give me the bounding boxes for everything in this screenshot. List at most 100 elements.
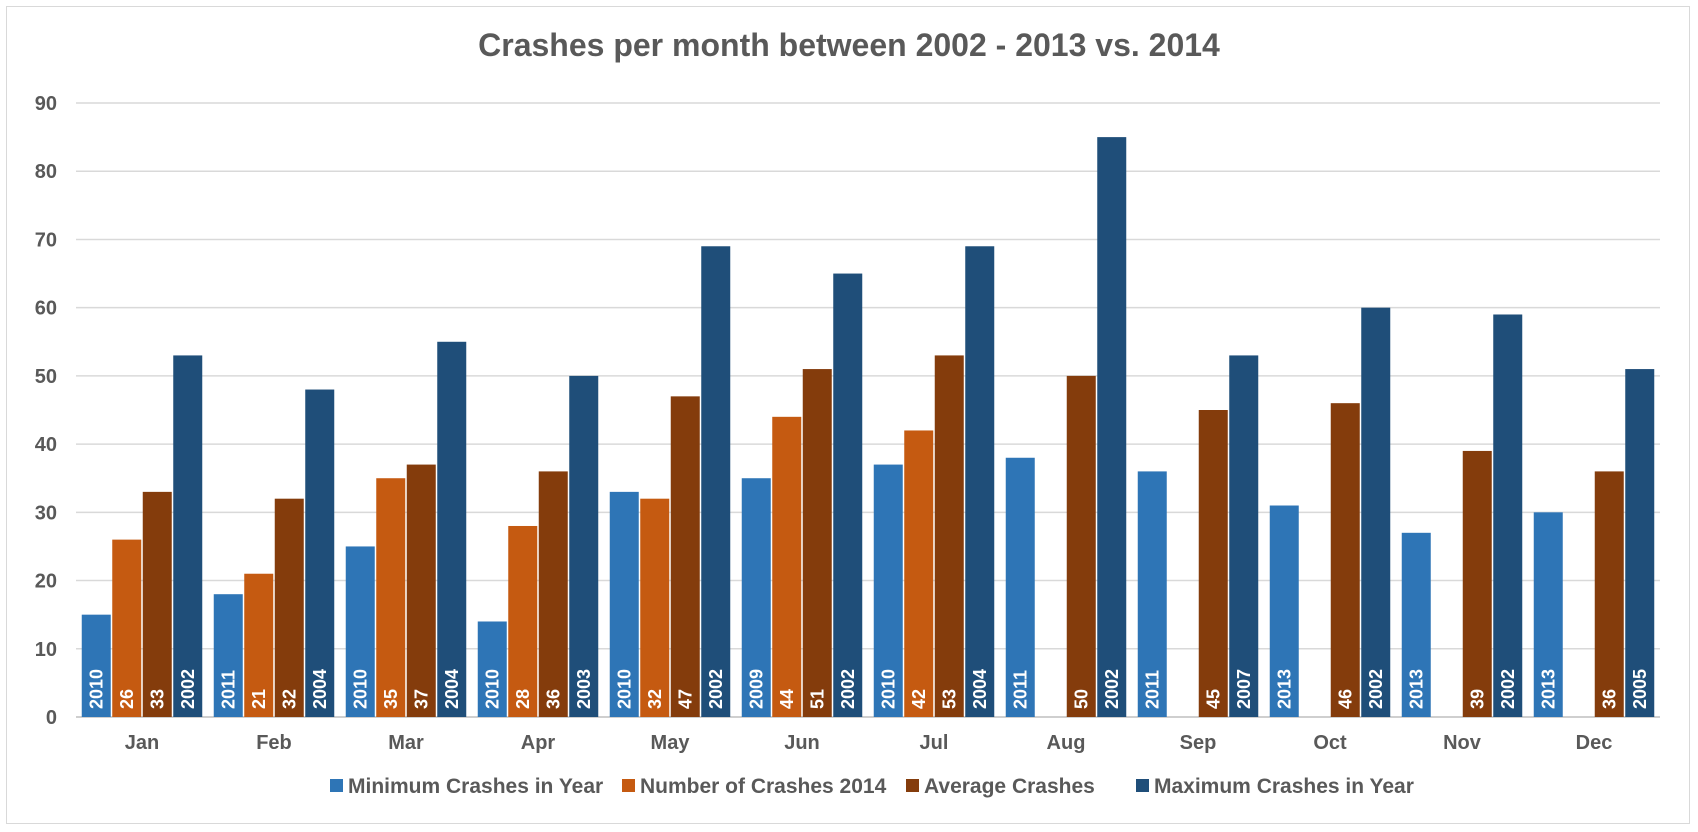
data-label: 33 bbox=[147, 689, 167, 709]
bar bbox=[772, 416, 802, 717]
y-tick-label: 30 bbox=[35, 502, 57, 524]
data-label: 2010 bbox=[878, 669, 898, 709]
data-label: 2004 bbox=[442, 669, 462, 709]
data-label: 46 bbox=[1335, 689, 1355, 709]
bar bbox=[640, 498, 670, 717]
x-tick-label: May bbox=[651, 732, 691, 754]
legend-swatch bbox=[1136, 779, 1149, 792]
bar bbox=[112, 539, 142, 717]
legend-swatch bbox=[330, 779, 343, 792]
legend-label: Maximum Crashes in Year bbox=[1154, 775, 1414, 798]
bar bbox=[1594, 471, 1624, 717]
x-tick-label: Nov bbox=[1443, 732, 1482, 754]
bar bbox=[274, 498, 304, 717]
data-label: 2002 bbox=[178, 669, 198, 709]
data-label: 2004 bbox=[970, 669, 990, 709]
bar bbox=[305, 389, 335, 717]
y-tick-label: 70 bbox=[35, 229, 57, 251]
legend: Minimum Crashes in Year Number of Crashes… bbox=[330, 775, 1414, 798]
bar bbox=[833, 273, 863, 717]
data-label: 51 bbox=[807, 689, 827, 709]
data-label: 2010 bbox=[482, 669, 502, 709]
y-tick-label: 60 bbox=[35, 298, 57, 320]
data-label: 2011 bbox=[1010, 670, 1030, 709]
data-label: 2004 bbox=[310, 669, 330, 709]
bar bbox=[1005, 457, 1035, 717]
y-tick-label: 40 bbox=[35, 434, 57, 456]
data-label: 32 bbox=[645, 689, 665, 709]
data-label: 2003 bbox=[574, 669, 594, 709]
data-label: 2002 bbox=[1498, 669, 1518, 709]
data-label: 2013 bbox=[1274, 669, 1294, 709]
bar bbox=[345, 546, 375, 717]
data-label: 32 bbox=[279, 689, 299, 709]
x-tick-label: Feb bbox=[256, 732, 292, 754]
y-tick-label: 20 bbox=[35, 571, 57, 593]
legend-label: Number of Crashes 2014 bbox=[640, 775, 887, 798]
data-label: 2011 bbox=[1142, 670, 1162, 709]
data-labels: 2010 26 33 2002 2011 21 32 2004 2010 35 37 2004 2010… bbox=[86, 669, 1650, 709]
bar bbox=[1625, 369, 1655, 717]
bar bbox=[406, 464, 436, 717]
legend-label: Average Crashes bbox=[924, 775, 1095, 798]
data-label: 2002 bbox=[838, 669, 858, 709]
bar bbox=[1066, 375, 1096, 717]
bar bbox=[1493, 314, 1523, 717]
data-label: 21 bbox=[249, 689, 269, 709]
x-tick-label: Mar bbox=[388, 732, 424, 754]
bar bbox=[81, 614, 111, 717]
data-label: 36 bbox=[543, 689, 563, 709]
data-label: 2011 bbox=[218, 670, 238, 709]
x-axis-ticks: Jan Feb Mar Apr May Jun Jul Aug Sep Oct Nov Dec bbox=[125, 732, 1613, 754]
bar bbox=[609, 491, 639, 717]
data-label: 2010 bbox=[350, 669, 370, 709]
bar bbox=[477, 621, 507, 717]
bar bbox=[376, 478, 406, 717]
data-label: 2013 bbox=[1538, 669, 1558, 709]
y-tick-label: 10 bbox=[35, 639, 57, 661]
x-tick-label: Apr bbox=[521, 732, 556, 754]
data-label: 37 bbox=[411, 689, 431, 709]
bar bbox=[873, 464, 903, 717]
data-label: 42 bbox=[909, 689, 929, 709]
x-tick-label: Jun bbox=[784, 732, 820, 754]
data-label: 44 bbox=[777, 689, 797, 709]
y-tick-label: 0 bbox=[46, 707, 57, 729]
data-label: 45 bbox=[1203, 689, 1223, 709]
bar bbox=[741, 478, 771, 717]
bar bbox=[213, 594, 243, 717]
bar bbox=[1361, 307, 1391, 717]
bar bbox=[1229, 355, 1259, 717]
data-label: 2010 bbox=[614, 669, 634, 709]
legend-swatch bbox=[622, 779, 635, 792]
data-label: 28 bbox=[513, 689, 533, 709]
bar bbox=[1269, 505, 1299, 717]
data-label: 26 bbox=[117, 689, 137, 709]
legend-label: Minimum Crashes in Year bbox=[348, 775, 603, 798]
bar bbox=[1462, 450, 1492, 717]
y-tick-label: 80 bbox=[35, 161, 57, 183]
bars bbox=[81, 137, 1655, 718]
gridlines bbox=[76, 102, 1660, 718]
x-tick-label: Jul bbox=[920, 732, 949, 754]
bar bbox=[538, 471, 568, 717]
data-label: 2010 bbox=[86, 669, 106, 709]
bar bbox=[142, 491, 172, 717]
data-label: 2002 bbox=[706, 669, 726, 709]
bar bbox=[569, 375, 599, 717]
x-tick-label: Jan bbox=[125, 732, 159, 754]
data-label: 2007 bbox=[1234, 669, 1254, 709]
data-label: 2013 bbox=[1406, 669, 1426, 709]
data-label: 50 bbox=[1071, 689, 1091, 709]
bar bbox=[437, 341, 467, 717]
bar bbox=[173, 355, 203, 717]
data-label: 2009 bbox=[746, 669, 766, 709]
y-axis-ticks: 0 10 20 30 40 50 60 70 80 90 bbox=[35, 93, 57, 729]
bar bbox=[244, 573, 274, 717]
bar bbox=[802, 369, 832, 717]
bar bbox=[1097, 137, 1127, 718]
y-tick-label: 50 bbox=[35, 366, 57, 388]
chart-title: Crashes per month between 2002 - 2013 vs… bbox=[478, 27, 1220, 63]
data-label: 39 bbox=[1467, 689, 1487, 709]
x-tick-label: Oct bbox=[1313, 732, 1347, 754]
